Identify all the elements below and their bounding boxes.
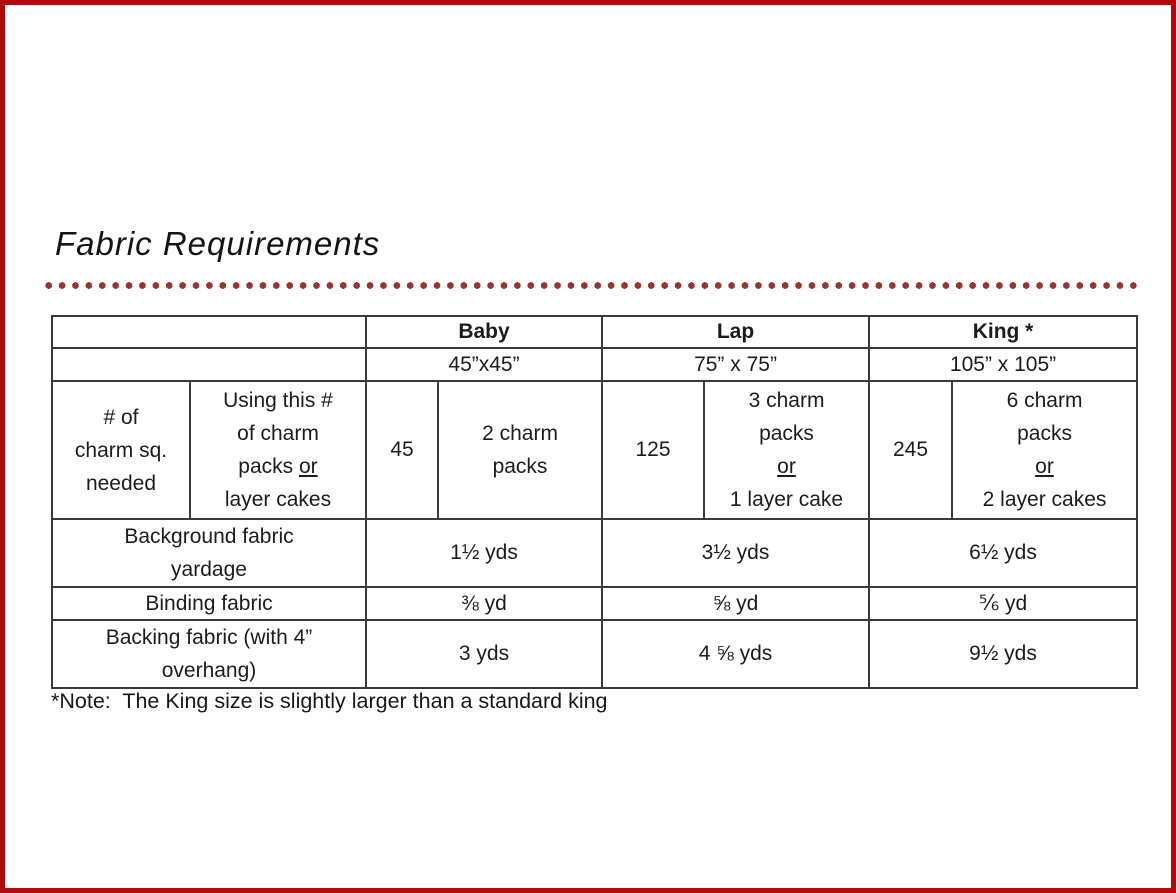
table-row: Background fabric yardage 1½ yds 3½ yds …	[51, 518, 1139, 589]
king-size-note: *Note: The King size is slightly larger …	[51, 689, 608, 713]
label-line: Background fabric	[124, 525, 294, 549]
packs-line: packs	[759, 422, 814, 446]
table-row: # of charm sq. needed Using this # of ch…	[51, 380, 1139, 521]
packs-line: 3 charm	[748, 389, 825, 413]
cell-king-background: 6½ yds	[868, 518, 1139, 589]
table-row: Binding fabric ⅜ yd ⅝ yd ⅚ yd	[51, 586, 1139, 622]
packs-line: 2 layer cakes	[982, 488, 1107, 512]
label-line: charm sq.	[74, 438, 168, 462]
col-header-king: King *	[868, 314, 1139, 350]
col-header-baby: Baby	[364, 314, 604, 350]
cell-lap-binding: ⅝ yd	[601, 586, 871, 622]
table-row: 45”x45” 75” x 75” 105” x 105”	[51, 347, 1139, 383]
row-label-binding-fabric: Binding fabric	[51, 586, 367, 622]
cell-king-size: 105” x 105”	[868, 347, 1139, 383]
label-line: of charm	[237, 422, 319, 446]
cell-baby-packs: 2 charm packs	[436, 380, 604, 521]
cell-king-packs: 6 charm packs or 2 layer cakes	[951, 380, 1139, 521]
packs-line: 2 charm	[482, 422, 558, 446]
label-line: # of	[103, 405, 139, 429]
cell-king-charm-count: 245	[868, 380, 954, 521]
cell-baby-charm-count: 45	[365, 380, 439, 521]
label-line: yardage	[171, 558, 247, 582]
label-line: layer cakes	[224, 488, 332, 512]
cell-lap-charm-count: 125	[601, 380, 706, 521]
cell-baby-backing: 3 yds	[364, 619, 604, 690]
page-title: Fabric Requirements	[55, 225, 381, 262]
label-fragment: packs	[238, 455, 299, 479]
table-row: Backing fabric (with 4” overhang) 3 yds …	[51, 619, 1139, 690]
packs-line: packs	[492, 455, 548, 479]
label-line: Using this #	[223, 389, 333, 413]
cell-baby-size: 45”x45”	[364, 347, 604, 383]
row-label-backing-fabric: Backing fabric (with 4” overhang)	[51, 619, 367, 690]
or-underlined: or	[1035, 455, 1054, 479]
dotted-divider	[42, 280, 1141, 291]
label-line: needed	[85, 471, 157, 495]
packs-line: 6 charm	[1006, 389, 1083, 413]
blank-size-label-cell	[51, 347, 367, 383]
row-label-background-fabric: Background fabric yardage	[51, 518, 367, 589]
label-line: packs or	[193, 450, 363, 483]
row-label-using-packs: Using this # of charm packs or layer cak…	[189, 380, 367, 521]
cell-king-binding: ⅚ yd	[868, 586, 1139, 622]
row-label-charm-count: # of charm sq. needed	[51, 380, 191, 521]
cell-baby-binding: ⅜ yd	[364, 586, 604, 622]
cell-lap-background: 3½ yds	[601, 518, 871, 589]
col-header-lap: Lap	[601, 314, 871, 350]
cell-baby-background: 1½ yds	[364, 518, 604, 589]
corner-blank-cell	[51, 314, 367, 350]
or-underlined: or	[299, 455, 318, 479]
or-underlined: or	[777, 455, 796, 479]
label-line: overhang)	[161, 659, 257, 683]
cell-lap-size: 75” x 75”	[601, 347, 871, 383]
cell-lap-packs: 3 charm packs or 1 layer cake	[703, 380, 871, 521]
fabric-requirements-table: Baby Lap King * 45”x45” 75” x 75” 105” x…	[51, 314, 1139, 690]
cell-lap-backing: 4 ⅝ yds	[601, 619, 871, 690]
label-line: Backing fabric (with 4”	[105, 626, 313, 650]
packs-line: 1 layer cake	[729, 488, 844, 512]
table-row: Baby Lap King *	[51, 314, 1139, 350]
packs-line: packs	[1017, 422, 1072, 446]
cell-king-backing: 9½ yds	[868, 619, 1139, 690]
